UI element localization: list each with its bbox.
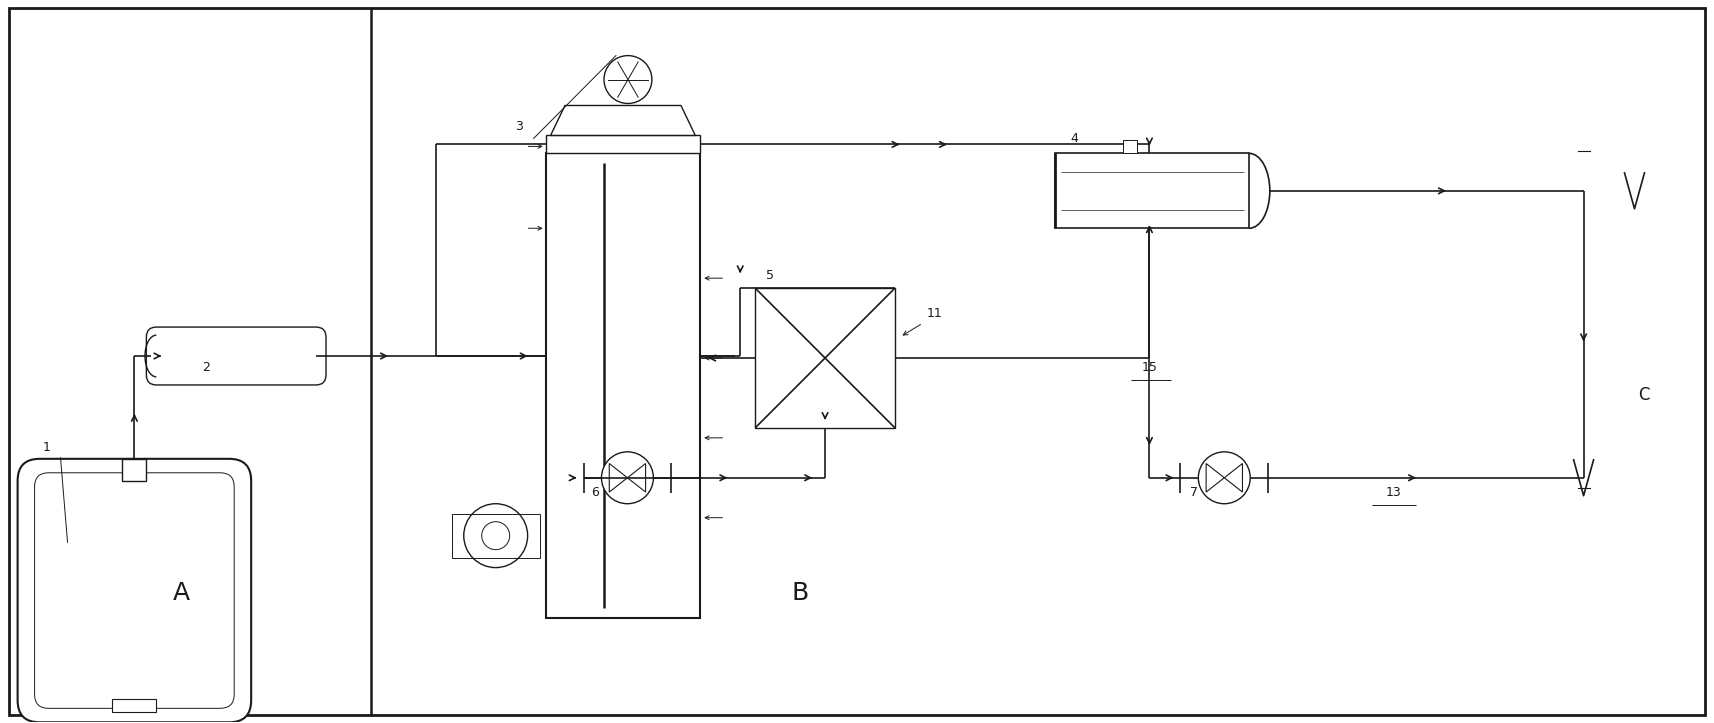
Text: 6: 6 — [591, 487, 600, 500]
Text: 3: 3 — [514, 120, 523, 133]
FancyBboxPatch shape — [17, 459, 252, 722]
Bar — [122, 459, 146, 481]
Polygon shape — [550, 106, 696, 135]
Bar — [545, 153, 701, 617]
Text: 7: 7 — [1190, 487, 1198, 500]
Circle shape — [602, 452, 653, 504]
Circle shape — [603, 56, 651, 103]
Text: 1: 1 — [43, 441, 50, 454]
Text: 4: 4 — [1071, 132, 1078, 145]
Bar — [452, 514, 540, 557]
Text: C: C — [1639, 386, 1649, 404]
Bar — [113, 699, 156, 712]
Circle shape — [1198, 452, 1250, 504]
Text: B: B — [792, 581, 809, 604]
Text: 5: 5 — [766, 269, 775, 282]
Text: 15: 15 — [1142, 362, 1157, 375]
Text: A: A — [173, 581, 190, 604]
Bar — [756, 288, 895, 428]
Text: 11: 11 — [927, 307, 943, 320]
Text: 13: 13 — [1387, 487, 1402, 500]
Bar — [1123, 140, 1136, 153]
Bar — [545, 135, 701, 153]
Bar — [1054, 153, 1250, 228]
FancyBboxPatch shape — [146, 327, 326, 385]
Circle shape — [464, 504, 528, 568]
Text: 2: 2 — [202, 362, 211, 375]
